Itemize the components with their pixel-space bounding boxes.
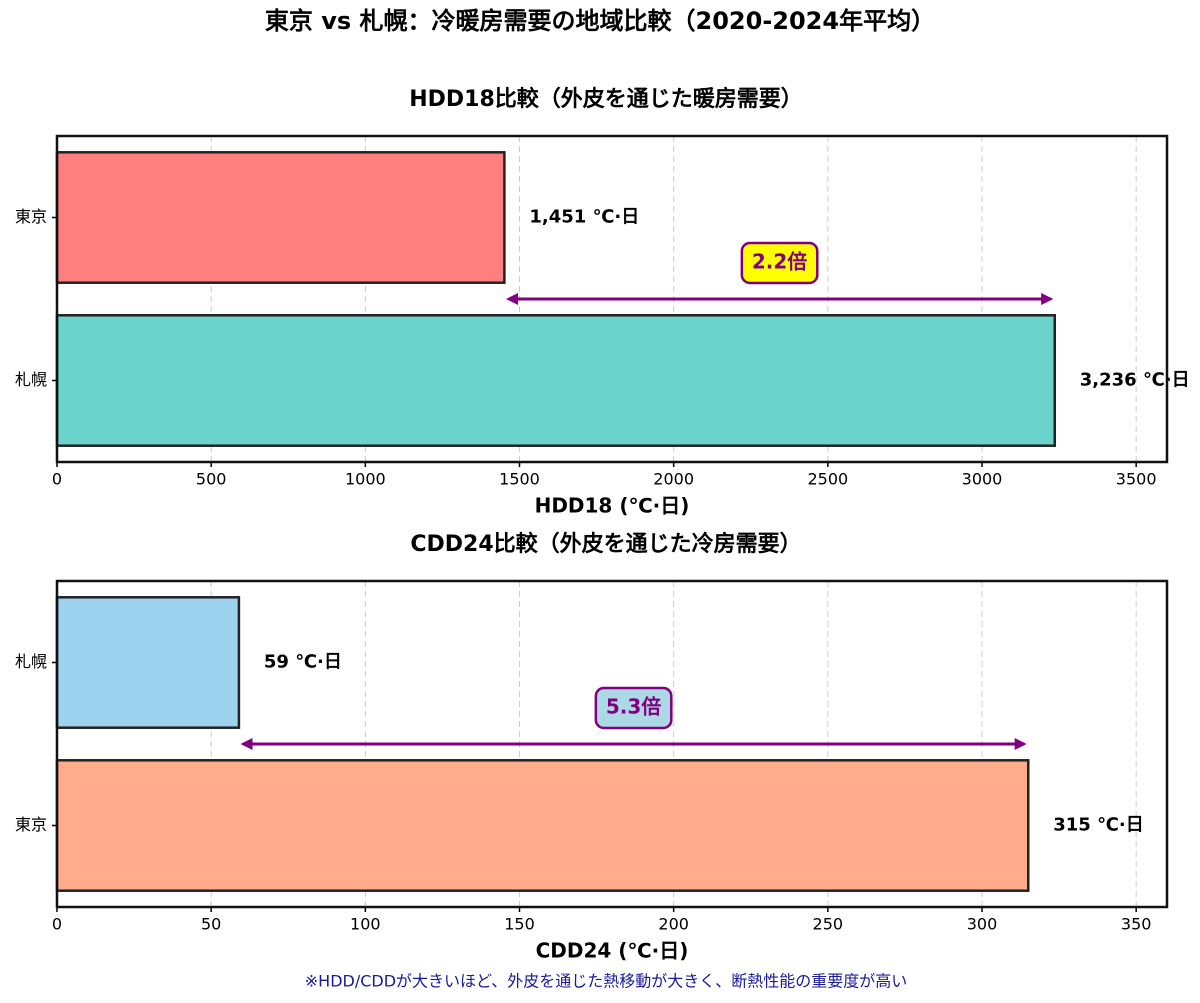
x-tick-label: 3000 [962, 470, 1003, 489]
x-tick-label: 2500 [807, 470, 848, 489]
value-label: 3,236 ℃·日 [1080, 370, 1190, 391]
axes-frame [55, 134, 1169, 464]
y-tick-label: 札幌 [15, 370, 47, 389]
x-tick-label: 200 [658, 915, 689, 934]
x-tick-label: 300 [967, 915, 998, 934]
x-tick-label: 150 [504, 915, 535, 934]
x-axis-label: CDD24 (℃·日) [536, 939, 689, 963]
bar [55, 596, 241, 729]
y-tick-label: 札幌 [15, 652, 47, 671]
subplot-title: HDD18比較（外皮を通じた暖房需要） [409, 86, 803, 112]
annotation-box [594, 686, 673, 730]
value-label: 59 ℃·日 [264, 652, 342, 673]
axes-frame [55, 579, 1169, 909]
x-tick-label: 3500 [1116, 470, 1157, 489]
annotation-text: 2.2倍 [752, 250, 807, 274]
x-tick-label: 500 [196, 470, 227, 489]
footnote: ※HDD/CDDが大きいほど、外皮を通じた熱移動が大きく、断熱性能の重要度が高い [305, 972, 907, 991]
y-tick-label: 東京 [15, 207, 47, 226]
figure-title: 東京 vs 札幌：冷暖房需要の地域比較（2020-2024年平均） [265, 7, 935, 35]
x-tick-label: 100 [350, 915, 381, 934]
annotation-text: 5.3倍 [606, 695, 661, 719]
y-tick-label: 東京 [15, 815, 47, 834]
x-tick-label: 50 [201, 915, 221, 934]
x-tick-label: 0 [52, 915, 62, 934]
x-tick-label: 1500 [499, 470, 540, 489]
bar [55, 314, 1057, 447]
x-tick-label: 1000 [345, 470, 386, 489]
x-tick-label: 0 [52, 470, 62, 489]
annotation-box [740, 241, 819, 285]
x-tick-label: 2000 [653, 470, 694, 489]
subplot-title: CDD24比較（外皮を通じた冷房需要） [410, 531, 801, 557]
bar [55, 759, 1030, 892]
value-label: 1,451 ℃·日 [529, 207, 639, 228]
value-label: 315 ℃·日 [1053, 815, 1143, 836]
bar [55, 151, 506, 284]
x-axis-label: HDD18 (℃·日) [535, 494, 690, 518]
x-tick-label: 250 [813, 915, 844, 934]
x-tick-label: 350 [1121, 915, 1152, 934]
